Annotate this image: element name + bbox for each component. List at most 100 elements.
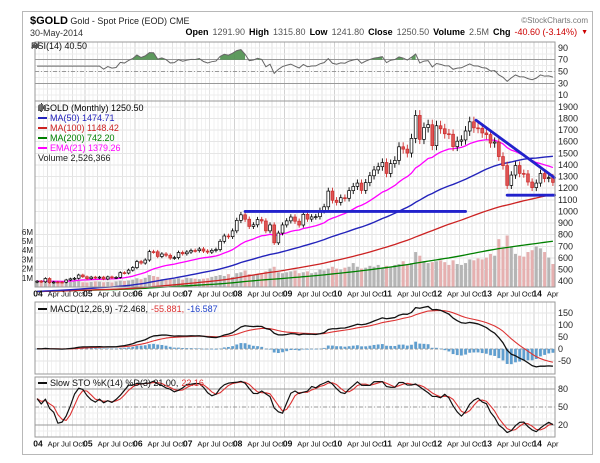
x-axis-label: Jul: [61, 440, 71, 449]
price-axis-tick: 400: [558, 276, 573, 286]
x-axis-label: Apr: [397, 440, 409, 449]
volume-axis-tick: 2M: [22, 265, 33, 274]
low-label: Low: [309, 27, 328, 37]
chg-value: -40.60 (-3.14%): [514, 27, 578, 37]
copyright: ©StockCharts.com: [521, 16, 588, 25]
x-axis-label: Jul: [161, 290, 171, 299]
x-axis-label: Oct: [372, 290, 385, 299]
x-axis-label: 05: [83, 289, 93, 299]
x-axis-label: Oct: [322, 440, 335, 449]
macd-axis-tick: 150: [558, 308, 573, 318]
x-axis-label: Oct: [222, 290, 235, 299]
close-label: Close: [368, 27, 393, 37]
x-axis-label: Oct: [172, 290, 185, 299]
x-axis-label: 11: [383, 289, 392, 299]
x-axis-label: 13: [483, 289, 493, 299]
ma50-label: MA(50) 1474.71: [50, 113, 115, 123]
ma100-line-swatch: [38, 127, 47, 129]
legend-ema21-row: EMA(21) 1379.26: [38, 143, 144, 153]
x-axis-label: Oct: [322, 290, 335, 299]
x-axis-label: Jul: [361, 290, 371, 299]
ma200-line-swatch: [38, 137, 47, 139]
chg-label: Chg: [493, 27, 511, 37]
x-axis-label: Oct: [73, 290, 86, 299]
price-axis-tick: 1400: [558, 160, 578, 170]
volume-bars-icon: [38, 104, 46, 111]
volume-axis-tick: 6M: [22, 228, 33, 237]
macd-label-text: MACD(12,26,9) -72.468,: [50, 304, 149, 314]
x-axis-label: Apr: [197, 290, 209, 299]
x-axis-label: Apr: [147, 440, 159, 449]
x-axis-label: Jul: [311, 440, 321, 449]
sto-axis-tick: 20: [558, 420, 568, 430]
price-axis-tick: 900: [558, 218, 573, 228]
x-axis-label: Apr: [48, 290, 60, 299]
x-axis-label: Jul: [411, 290, 421, 299]
x-axis-label: Jul: [411, 440, 421, 449]
x-axis-label: Apr: [48, 440, 60, 449]
macd-line-swatch: [38, 308, 47, 310]
rsi-axis-tick: 90: [558, 43, 568, 53]
price-axis-tick: 500: [558, 265, 573, 275]
x-axis-label: Jul: [461, 290, 471, 299]
close-value: 1250.50: [396, 27, 430, 37]
x-axis-label: Oct: [73, 440, 86, 449]
x-axis-label: Jul: [111, 440, 121, 449]
sto-panel-label: Slow STO %K(14) %D(3) 21.00, 22.16: [38, 378, 204, 388]
high-value: 1315.80: [273, 27, 306, 37]
price-axis-tick: 1200: [558, 183, 578, 193]
rsi-panel-label: RSI(14) 40.50: [31, 41, 87, 51]
x-axis-label: Apr: [447, 290, 459, 299]
x-axis-label: Oct: [123, 290, 136, 299]
x-axis-label: Apr: [197, 440, 209, 449]
x-axis-label: 14: [532, 439, 542, 449]
sto-axis-tick: 50: [558, 402, 568, 412]
x-axis-label: Oct: [422, 440, 435, 449]
open-value: 1291.90: [212, 27, 246, 37]
x-axis-label: Jul: [510, 290, 520, 299]
open-label: Open: [185, 27, 209, 37]
x-axis-label: Apr: [347, 290, 359, 299]
x-axis-label: Jul: [211, 440, 221, 449]
price-axis-tick: 600: [558, 253, 573, 263]
x-axis-label: Jul: [261, 440, 271, 449]
macd-signal-value: -55.881,: [151, 304, 185, 314]
price-axis-tick: 700: [558, 241, 573, 251]
x-axis-label: Apr: [247, 290, 259, 299]
x-axis-label: Oct: [222, 440, 235, 449]
sto-axis-tick: 80: [558, 384, 568, 394]
x-axis-label: 07: [183, 289, 193, 299]
legend-title-row: $GOLD (Monthly) 1250.50: [38, 103, 144, 113]
x-axis-label: Oct: [472, 290, 485, 299]
x-axis-label: Oct: [472, 440, 485, 449]
x-axis-label: Apr: [547, 290, 559, 299]
macd-panel-label: MACD(12,26,9) -72.468, -55.881, -16.587: [38, 304, 218, 314]
legend-ma100-row: MA(100) 1148.42: [38, 123, 144, 133]
x-axis-label: Apr: [547, 440, 559, 449]
x-axis-label: 13: [483, 439, 493, 449]
x-axis-label: 09: [283, 289, 293, 299]
x-axis-label: 05: [83, 439, 93, 449]
x-axis-label: Jul: [161, 440, 171, 449]
chart-frame: [22, 11, 593, 455]
x-axis-label: Oct: [422, 290, 435, 299]
rsi-axis-tick: 10: [558, 90, 568, 100]
x-axis-label: 06: [133, 289, 143, 299]
macd-axis-tick: -50: [558, 356, 571, 366]
x-axis-label: 07: [183, 439, 193, 449]
x-axis-label: Apr: [98, 440, 110, 449]
x-axis-label: 10: [333, 439, 343, 449]
price-axis-tick: 1600: [558, 137, 578, 147]
ema21-line-swatch: [38, 147, 47, 149]
change-down-icon: ▼: [581, 28, 588, 36]
x-axis-label: 12: [433, 289, 443, 299]
x-axis-label: Jul: [261, 290, 271, 299]
sto-line-swatch: [38, 382, 47, 384]
price-axis-tick: 1500: [558, 148, 578, 158]
rsi-axis-tick: 70: [558, 55, 568, 65]
price-axis-tick: 1700: [558, 125, 578, 135]
price-axis-tick: 1100: [558, 195, 577, 205]
rsi-axis-tick: 30: [558, 78, 568, 88]
ma200-label: MA(200) 742.20: [50, 133, 115, 143]
